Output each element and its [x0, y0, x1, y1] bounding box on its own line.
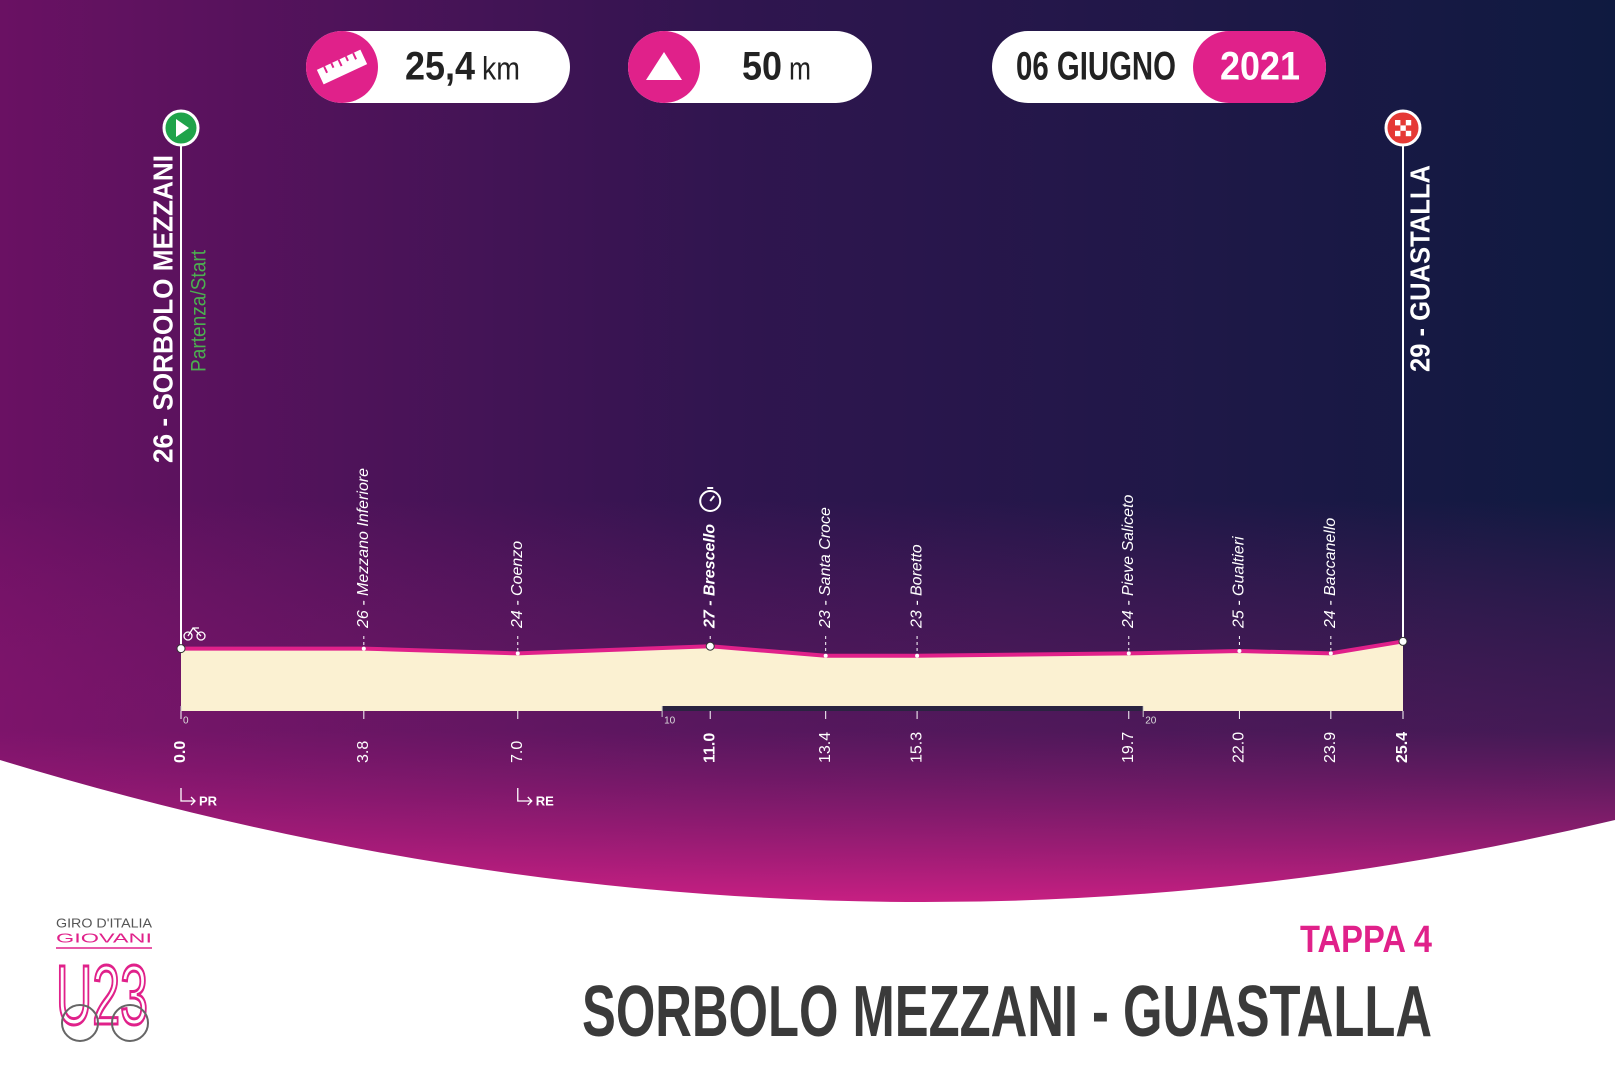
waypoint-dot: [915, 653, 920, 658]
year: 2021: [1220, 45, 1300, 89]
waypoint-dot: [1237, 649, 1242, 653]
waypoint-dot: [361, 646, 366, 651]
km-label: 3.8: [355, 741, 372, 763]
climb-badge: 50 m: [628, 31, 872, 103]
ruler-icon: [316, 49, 368, 85]
logo-line: GIRO D'ITALIA: [56, 915, 152, 930]
date: 06 GIUGNO: [1016, 45, 1176, 89]
province-label: RE: [536, 793, 554, 808]
x-tick-label: 0: [183, 716, 189, 727]
climb: 50: [742, 45, 782, 89]
km-label: 11.0: [701, 733, 718, 763]
waypoint-label: 24 - Coenzo: [509, 541, 526, 629]
endpoint-label: 26 - SORBOLO MEZZANI: [147, 155, 178, 463]
waypoint-label: 24 - Pieve Saliceto: [1120, 494, 1137, 629]
km-label: 0.0: [172, 741, 189, 763]
logo-wheel: [61, 1004, 99, 1042]
bike-icon: [196, 631, 206, 641]
badge-year: [1193, 31, 1326, 103]
km-label: 25.4: [1394, 732, 1411, 763]
waypoint-dot: [823, 653, 828, 658]
endpoint-label: 29 - GUASTALLA: [1404, 165, 1435, 372]
date-badge: 06 GIUGNO 2021: [992, 31, 1326, 103]
province-label: PR: [199, 793, 218, 808]
finish-icon: [1400, 125, 1406, 131]
bike-icon: [187, 626, 202, 637]
time-check-icon: [709, 495, 715, 502]
profile-line: [181, 639, 1404, 658]
footer-panel: [0, 760, 1615, 1080]
stage-title: SORBOLO MEZZANI - GUASTALLA: [582, 972, 1432, 1052]
x-tick-label: 20: [1145, 716, 1157, 727]
climb-unit: m: [789, 50, 811, 86]
km-label: 23.9: [1322, 732, 1339, 763]
km-label: 13.4: [817, 732, 834, 763]
waypoint-dot: [515, 651, 520, 656]
time-check-icon: [699, 490, 722, 512]
finish-icon: [1405, 120, 1412, 126]
logo-wheel: [111, 1004, 149, 1042]
start-subtitle: Partenza/Start: [188, 250, 211, 372]
distance-badge: 25,4 km: [306, 31, 570, 103]
mountain-icon: [646, 52, 682, 80]
waypoint-dot: [1328, 651, 1333, 656]
finish-icon: [1395, 120, 1401, 126]
waypoint-label: 23 - Santa Croce: [817, 507, 834, 629]
profile-fill: [181, 641, 1403, 711]
km-label: 19.7: [1120, 732, 1137, 763]
logo: GIRO D'ITALIA GIOVANI U23: [55, 915, 153, 1043]
scale-bar: [662, 706, 1144, 711]
waypoint-dot: [1398, 636, 1408, 646]
waypoint-dot: [1126, 651, 1131, 656]
waypoint-dot: [705, 641, 715, 651]
province-arrow: [180, 788, 196, 806]
distance: 25,4: [405, 45, 476, 89]
stage-number: TAPPA 4: [1300, 919, 1432, 961]
waypoint-label: 26 - Mezzano Inferiore: [355, 468, 372, 629]
start-icon: [176, 119, 189, 137]
km-label: 7.0: [509, 741, 526, 763]
km-label: 15.3: [908, 732, 925, 763]
bike-icon: [183, 631, 193, 641]
km-label: 22.0: [1231, 732, 1248, 763]
distance-unit: km: [482, 50, 520, 86]
finish-icon: [1395, 130, 1401, 137]
waypoint-label: 27 - Brescello: [701, 524, 718, 629]
waypoint-label: 23 - Boretto: [908, 544, 925, 629]
province-arrow: [517, 788, 533, 806]
plot: 0 10 20 26 - SORBOLO MEZZANI 0.0 26 - Mezzano…: [147, 109, 1435, 808]
waypoint-dot: [176, 644, 186, 654]
waypoint-label: 25 - Gualtieri: [1231, 536, 1248, 629]
logo-mark: U23: [56, 948, 148, 1042]
finish-icon: [1405, 130, 1412, 137]
x-tick-label: 10: [664, 716, 676, 727]
waypoint-label: 24 - Baccanello: [1322, 518, 1339, 629]
logo-line: GIOVANI: [56, 930, 152, 945]
